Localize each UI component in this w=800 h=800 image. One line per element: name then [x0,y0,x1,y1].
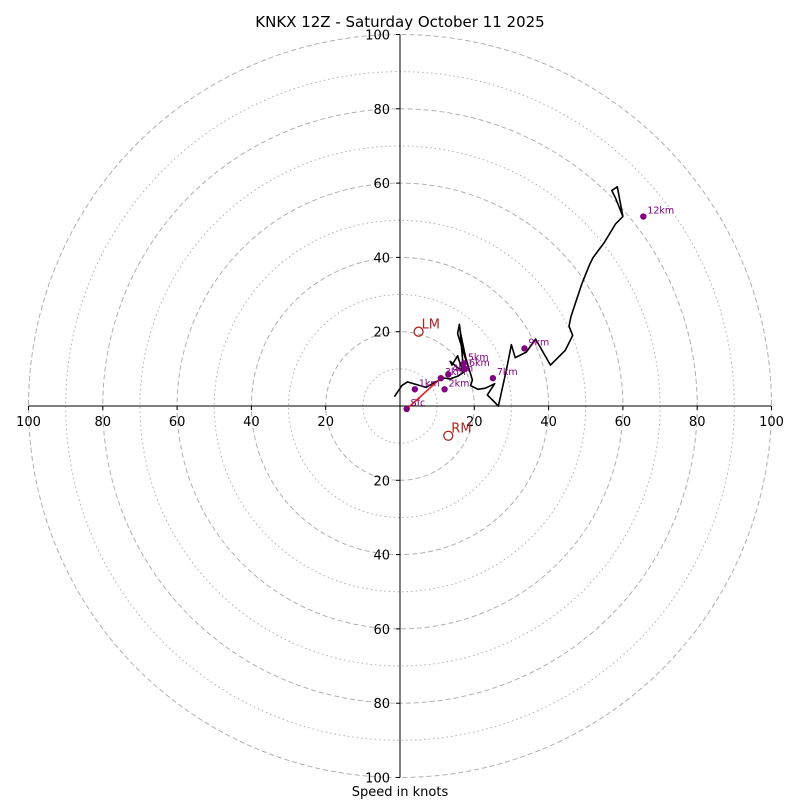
chart-title: KNKX 12Z - Saturday October 11 2025 [255,13,544,31]
x-tick-label: 80 [95,415,112,430]
height-marker-point [445,371,452,378]
wind-profile [393,186,624,410]
height-marker-point [403,405,410,413]
y-tick-label: 20 [373,474,390,489]
height-marker-label: 9km [528,337,549,348]
x-tick-label: 100 [759,415,784,430]
height-marker-label: 2km [449,378,470,389]
x-tick-label: 40 [243,415,260,430]
y-tick-label: 80 [373,103,390,118]
height-marker-point [441,386,448,393]
y-tick-label: 100 [365,29,390,44]
rm-motion-marker [443,430,454,441]
lm-motion-label: LM [422,318,440,333]
height-markers: Sfc1km2km3km4km5km6km7km9km12km [403,206,674,413]
height-marker-label: 12km [647,206,674,217]
x-axis-label: Speed in knots [352,785,449,800]
hodograph-trace [393,186,624,407]
height-marker-point [489,374,497,382]
height-marker-label: 3km [445,367,466,378]
x-tick-label: 60 [615,415,632,430]
y-tick-label: 40 [373,549,390,564]
x-tick-label: 40 [540,415,557,430]
x-tick-label: 100 [16,415,41,430]
x-tick-label: 80 [689,415,706,430]
x-tick-label: 20 [466,415,483,430]
y-tick-label: 100 [365,772,390,787]
height-marker-label: Sfc [411,398,426,409]
x-tick-label: 60 [169,415,186,430]
height-marker-label: 1km [419,378,440,389]
shear-vector [406,377,442,410]
height-marker-point [460,360,468,367]
height-marker-point [411,386,419,393]
lm-motion-marker [413,326,424,337]
y-tick-label: 80 [373,697,390,712]
height-marker-point [461,365,469,373]
x-tick-label: 20 [317,415,334,430]
height-marker-label: 6km [469,358,490,369]
y-tick-label: 60 [373,623,390,638]
height-marker-point [521,345,528,352]
y-tick-label: 40 [373,251,390,266]
height-marker-label: 5km [468,352,489,363]
storm-motion: LM RM [413,318,472,441]
y-tick-label: 60 [373,177,390,192]
axes [28,34,772,778]
height-marker-label: 7km [497,367,518,378]
y-tick-label: 20 [373,326,390,341]
tick-labels: 20 40 60 80 100 100 80 60 40 20 100 80 60 40 20 20 40 60 8… [16,29,784,787]
height-marker-point [640,213,647,220]
rm-motion-label: RM [451,422,471,437]
height-marker-point [437,374,445,382]
